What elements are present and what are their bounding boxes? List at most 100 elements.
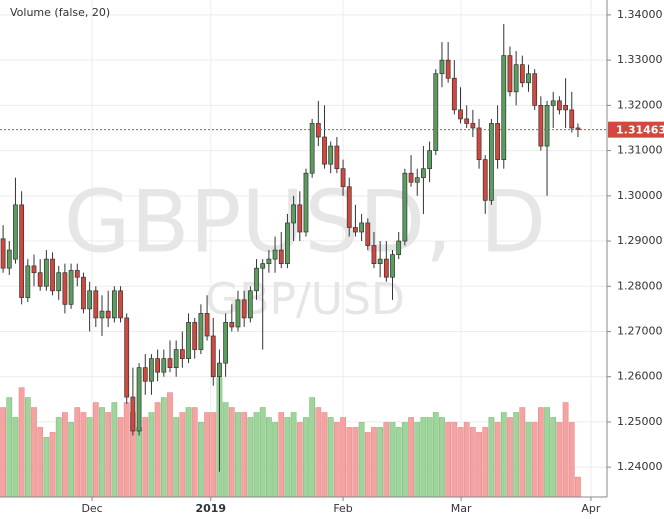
candle-body bbox=[6, 249, 12, 269]
volume-bar bbox=[173, 417, 180, 498]
candle-body bbox=[0, 238, 6, 269]
candle-body bbox=[421, 168, 426, 179]
candle-body bbox=[353, 227, 358, 233]
volume-bar bbox=[463, 422, 470, 498]
volume-bar bbox=[500, 412, 507, 498]
candle-body bbox=[297, 204, 303, 233]
candle-body bbox=[74, 270, 80, 278]
candle-body bbox=[167, 358, 173, 369]
candle-body bbox=[557, 100, 562, 111]
volume-bar bbox=[24, 397, 31, 498]
volume-bar bbox=[327, 417, 334, 498]
candle-body bbox=[272, 249, 278, 260]
volume-bar bbox=[62, 412, 68, 498]
volume-bar bbox=[253, 412, 260, 498]
y-tick-label: 1.29000 bbox=[617, 234, 663, 247]
candle-body bbox=[179, 349, 185, 359]
y-tick-label: 1.28000 bbox=[617, 279, 663, 292]
volume-bar bbox=[575, 476, 581, 498]
volume-bar bbox=[12, 417, 19, 498]
x-tick-label: Dec bbox=[81, 502, 102, 515]
volume-bar bbox=[439, 417, 445, 498]
volume-bar bbox=[204, 412, 210, 498]
volume-bar bbox=[179, 412, 186, 498]
volume-bar bbox=[43, 437, 50, 498]
candle-body bbox=[13, 204, 18, 260]
candle-body bbox=[451, 77, 457, 111]
candle-body bbox=[402, 172, 408, 242]
volume-bar bbox=[358, 422, 365, 498]
volume-bar bbox=[259, 407, 266, 498]
volume-bar bbox=[414, 422, 421, 498]
candle-body bbox=[476, 127, 482, 160]
candle-body bbox=[19, 204, 25, 298]
volume-bar bbox=[247, 417, 254, 498]
volume-bar bbox=[99, 407, 105, 498]
x-tick-label: Feb bbox=[333, 502, 352, 515]
candle-body bbox=[25, 265, 31, 298]
candle-body bbox=[526, 73, 531, 84]
volume-bar bbox=[309, 397, 316, 498]
volume-bar bbox=[507, 417, 513, 498]
volume-bar bbox=[401, 422, 408, 498]
volume-bar bbox=[74, 407, 81, 498]
volume-bar bbox=[265, 417, 272, 498]
candle-body bbox=[155, 358, 161, 373]
candle-body bbox=[223, 322, 229, 364]
volume-bar bbox=[111, 402, 118, 498]
y-tick-label: 1.31000 bbox=[617, 144, 663, 157]
volume-bar bbox=[290, 412, 297, 498]
candle-body bbox=[118, 290, 123, 319]
candle-body bbox=[241, 299, 247, 319]
indicator-label: Volume (false, 20) bbox=[10, 6, 110, 19]
volume-bar bbox=[420, 417, 427, 498]
candle-body bbox=[371, 245, 377, 264]
candle-body bbox=[254, 267, 259, 292]
volume-bar bbox=[346, 427, 353, 498]
volume-bar bbox=[123, 402, 130, 498]
candle-body bbox=[291, 204, 296, 224]
volume-bar bbox=[451, 422, 458, 498]
candle-body bbox=[408, 172, 414, 183]
volume-bar bbox=[37, 427, 44, 498]
candle-body bbox=[62, 272, 68, 305]
candle-body bbox=[507, 55, 513, 93]
candle-body bbox=[414, 177, 420, 183]
candle-body bbox=[390, 254, 395, 278]
last-price-label: 1.31463 bbox=[616, 124, 664, 137]
axis-layer: 1.24000 1.25000 1.26000 1.27000 1.28000 1.290… bbox=[0, 8, 664, 515]
candle-body bbox=[50, 258, 55, 292]
candle-body bbox=[56, 272, 62, 292]
candle-body bbox=[482, 159, 488, 201]
candle-body bbox=[173, 349, 179, 369]
volume-bar bbox=[222, 402, 229, 498]
volume-bar bbox=[568, 422, 575, 498]
candle-body bbox=[340, 168, 346, 188]
candle-body bbox=[247, 290, 253, 319]
candle-body bbox=[383, 258, 389, 278]
volume-bar bbox=[476, 432, 482, 498]
candle-body bbox=[538, 105, 544, 147]
volume-bar bbox=[6, 397, 13, 498]
volume-bar bbox=[445, 422, 452, 498]
candle-body bbox=[365, 222, 371, 246]
candle-body bbox=[204, 313, 210, 337]
candle-body bbox=[550, 100, 556, 106]
candle-body bbox=[334, 145, 340, 170]
volume-bar bbox=[457, 427, 464, 498]
volume-bar bbox=[383, 422, 390, 498]
candle-body bbox=[513, 64, 519, 93]
volume-bar bbox=[191, 407, 198, 498]
volume-bar bbox=[389, 422, 396, 498]
candle-body bbox=[359, 222, 364, 233]
volume-bar bbox=[482, 427, 489, 498]
watermark-sub: GBP/USD bbox=[205, 274, 405, 325]
volume-bar bbox=[550, 417, 557, 498]
candle-body bbox=[210, 335, 216, 378]
volume-bar bbox=[210, 412, 217, 498]
candle-body bbox=[495, 123, 500, 160]
candle-body bbox=[309, 123, 315, 174]
candle-body bbox=[346, 186, 352, 228]
candle-body bbox=[532, 73, 538, 106]
